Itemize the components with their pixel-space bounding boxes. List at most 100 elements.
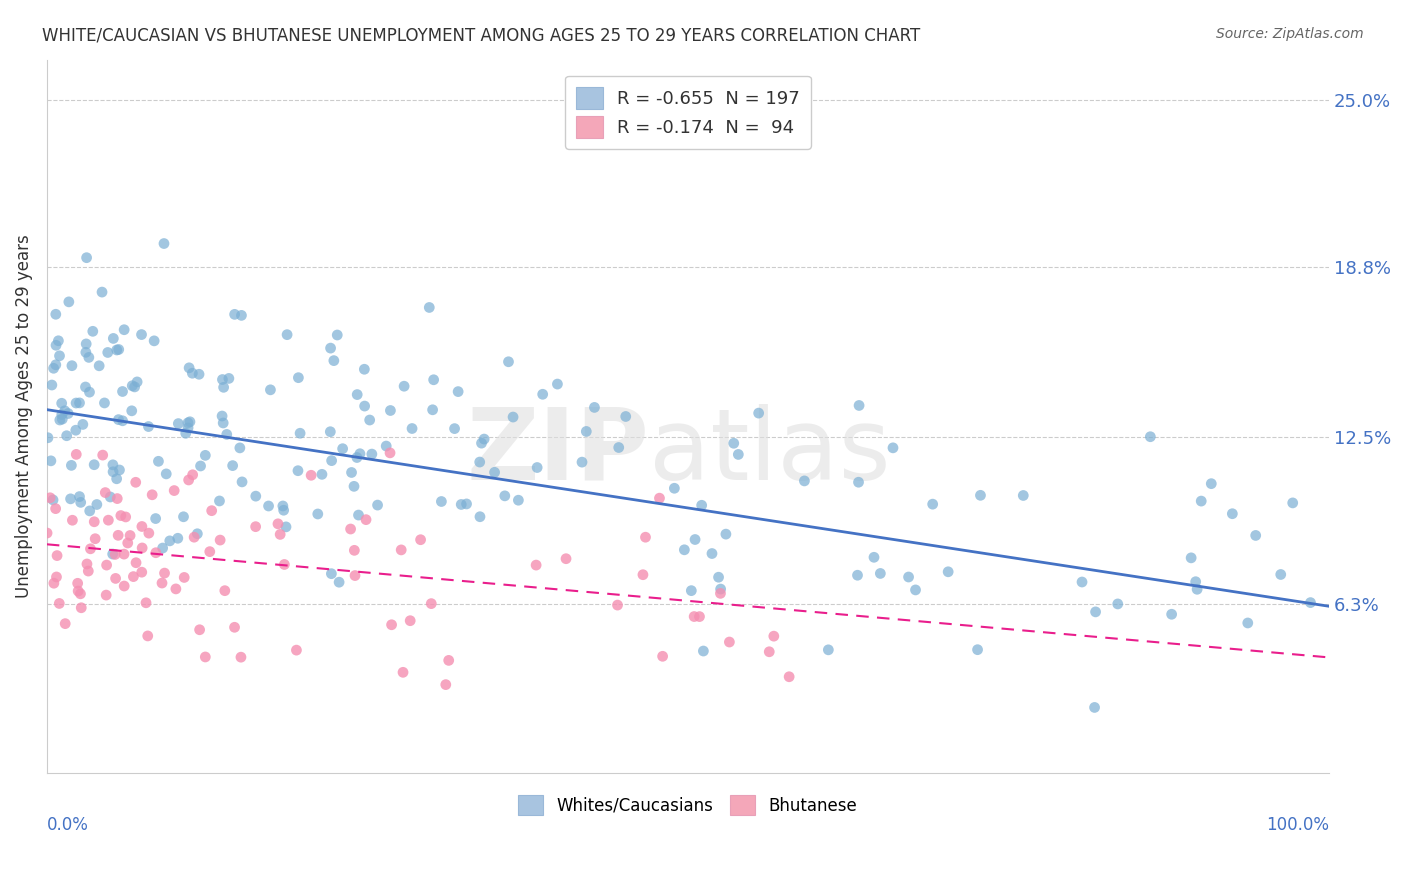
Point xyxy=(42,361,65,376)
Point xyxy=(67,584,90,599)
Point xyxy=(84,532,107,546)
Text: WHITE/CAUCASIAN VS BHUTANESE UNEMPLOYMENT AMONG AGES 25 TO 29 YEARS CORRELATION : WHITE/CAUCASIAN VS BHUTANESE UNEMPLOYMEN… xyxy=(42,27,921,45)
Point xyxy=(456,497,478,511)
Point xyxy=(83,515,105,529)
Point xyxy=(420,597,443,611)
Point xyxy=(817,643,839,657)
Point xyxy=(127,375,149,389)
Point xyxy=(39,454,62,468)
Point xyxy=(224,307,246,321)
Point xyxy=(969,488,991,502)
Point xyxy=(209,533,232,547)
Point xyxy=(267,516,290,531)
Point xyxy=(125,556,148,570)
Point xyxy=(105,491,128,506)
Point xyxy=(179,360,201,375)
Point xyxy=(165,582,187,596)
Point xyxy=(194,650,217,665)
Point xyxy=(167,417,190,431)
Point xyxy=(173,509,195,524)
Point xyxy=(793,474,815,488)
Point xyxy=(343,568,366,582)
Point xyxy=(418,301,440,315)
Point xyxy=(56,407,79,421)
Point xyxy=(346,387,368,401)
Point xyxy=(392,665,415,680)
Point xyxy=(72,417,94,432)
Point xyxy=(614,409,637,424)
Point xyxy=(198,544,221,558)
Point xyxy=(58,294,80,309)
Point xyxy=(921,497,943,511)
Point xyxy=(145,511,167,525)
Text: atlas: atlas xyxy=(650,403,891,500)
Point xyxy=(328,575,350,590)
Point xyxy=(681,583,703,598)
Point xyxy=(66,576,89,591)
Point xyxy=(322,353,344,368)
Point xyxy=(96,588,118,602)
Point xyxy=(125,475,148,490)
Point xyxy=(332,442,354,456)
Point xyxy=(153,566,176,580)
Point xyxy=(152,541,174,555)
Point xyxy=(1281,496,1303,510)
Point xyxy=(631,567,654,582)
Point xyxy=(287,464,309,478)
Point xyxy=(1185,582,1208,597)
Point xyxy=(1244,528,1267,542)
Point xyxy=(45,307,67,321)
Point xyxy=(177,473,200,487)
Point xyxy=(437,653,460,667)
Point xyxy=(848,475,870,490)
Point xyxy=(271,499,294,513)
Point xyxy=(201,504,224,518)
Point xyxy=(131,519,153,533)
Point xyxy=(468,509,491,524)
Point xyxy=(89,359,111,373)
Point xyxy=(692,644,714,658)
Point xyxy=(347,508,370,522)
Point xyxy=(208,494,231,508)
Point xyxy=(135,596,157,610)
Point xyxy=(450,498,472,512)
Point xyxy=(181,366,204,380)
Point xyxy=(778,670,800,684)
Point xyxy=(163,483,186,498)
Point xyxy=(107,343,129,357)
Point xyxy=(112,547,135,561)
Point xyxy=(709,586,731,600)
Point xyxy=(65,447,87,461)
Point xyxy=(181,467,204,482)
Point xyxy=(1189,494,1212,508)
Point xyxy=(53,404,76,418)
Point xyxy=(112,323,135,337)
Point xyxy=(526,460,548,475)
Point xyxy=(259,383,281,397)
Point xyxy=(422,373,444,387)
Point xyxy=(392,379,415,393)
Point xyxy=(77,564,100,578)
Point xyxy=(472,432,495,446)
Point xyxy=(51,412,73,426)
Point xyxy=(103,331,125,345)
Point xyxy=(690,498,713,512)
Point xyxy=(101,458,124,472)
Point xyxy=(49,413,72,427)
Point xyxy=(91,285,114,299)
Point xyxy=(98,490,121,504)
Point xyxy=(45,570,67,584)
Point xyxy=(107,528,129,542)
Point xyxy=(375,439,398,453)
Point xyxy=(121,404,143,418)
Point xyxy=(524,558,547,573)
Point xyxy=(683,609,706,624)
Point xyxy=(276,327,298,342)
Point xyxy=(555,551,578,566)
Text: ZIP: ZIP xyxy=(467,403,650,500)
Point xyxy=(269,527,291,541)
Point xyxy=(651,649,673,664)
Point xyxy=(97,345,120,359)
Point xyxy=(120,528,142,542)
Point xyxy=(758,645,780,659)
